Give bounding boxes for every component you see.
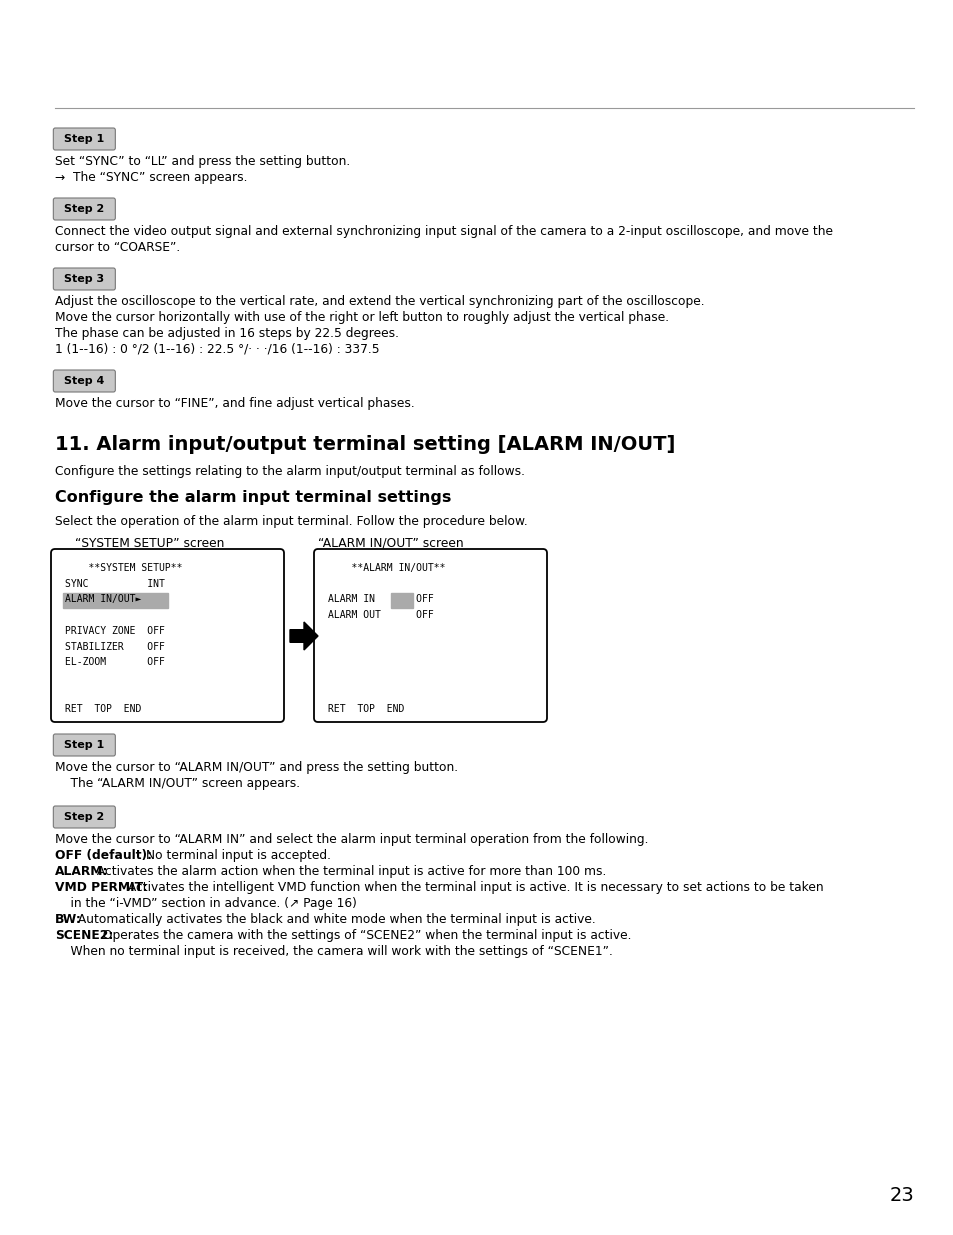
Text: Configure the settings relating to the alarm input/output terminal as follows.: Configure the settings relating to the a… [55, 466, 525, 478]
Text: cursor to “COARSE”.: cursor to “COARSE”. [55, 241, 180, 254]
Text: Activates the alarm action when the terminal input is active for more than 100 m: Activates the alarm action when the term… [92, 864, 605, 878]
Text: Connect the video output signal and external synchronizing input signal of the c: Connect the video output signal and exte… [55, 225, 833, 238]
Text: The phase can be adjusted in 16 steps by 22.5 degrees.: The phase can be adjusted in 16 steps by… [55, 327, 399, 340]
Text: ALARM IN       OFF: ALARM IN OFF [328, 594, 434, 604]
Text: →  The “SYNC” screen appears.: → The “SYNC” screen appears. [55, 170, 248, 184]
Text: Step 2: Step 2 [64, 811, 104, 823]
Text: Adjust the oscilloscope to the vertical rate, and extend the vertical synchroniz: Adjust the oscilloscope to the vertical … [55, 295, 704, 308]
Text: Set “SYNC” to “LL” and press the setting button.: Set “SYNC” to “LL” and press the setting… [55, 156, 350, 168]
Text: Step 4: Step 4 [64, 375, 105, 387]
Text: No terminal input is accepted.: No terminal input is accepted. [142, 848, 331, 862]
Text: EL-ZOOM       OFF: EL-ZOOM OFF [65, 657, 165, 667]
Text: **ALARM IN/OUT**: **ALARM IN/OUT** [328, 563, 445, 573]
FancyBboxPatch shape [314, 550, 546, 722]
Text: The “ALARM IN/OUT” screen appears.: The “ALARM IN/OUT” screen appears. [55, 777, 300, 790]
Text: Step 1: Step 1 [64, 740, 104, 750]
Text: RET  TOP  END: RET TOP END [328, 704, 404, 714]
Text: Select the operation of the alarm input terminal. Follow the procedure below.: Select the operation of the alarm input … [55, 515, 528, 529]
Bar [63, 594, 168, 608]
FancyBboxPatch shape [53, 198, 115, 220]
Text: BW:: BW: [55, 913, 82, 926]
Text: Operates the camera with the settings of “SCENE2” when the terminal input is act: Operates the camera with the settings of… [98, 929, 631, 942]
Text: Move the cursor horizontally with use of the right or left button to roughly adj: Move the cursor horizontally with use of… [55, 311, 669, 324]
FancyBboxPatch shape [53, 128, 115, 149]
Text: **SYSTEM SETUP**: **SYSTEM SETUP** [65, 563, 182, 573]
Text: “SYSTEM SETUP” screen: “SYSTEM SETUP” screen [75, 537, 224, 550]
Text: Step 1: Step 1 [64, 135, 104, 144]
Text: Step 3: Step 3 [64, 274, 104, 284]
Text: OFF (default):: OFF (default): [55, 848, 152, 862]
Text: When no terminal input is received, the camera will work with the settings of “S: When no terminal input is received, the … [55, 945, 613, 958]
FancyBboxPatch shape [51, 550, 284, 722]
Text: SYNC          INT: SYNC INT [65, 579, 165, 589]
Bar [391, 594, 413, 608]
Text: ALARM OUT      OFF: ALARM OUT OFF [328, 610, 434, 620]
Text: 23: 23 [888, 1186, 913, 1205]
Text: Configure the alarm input terminal settings: Configure the alarm input terminal setti… [55, 490, 451, 505]
Text: 1 (1--16) : 0 °/2 (1--16) : 22.5 °/· · ·/16 (1--16) : 337.5: 1 (1--16) : 0 °/2 (1--16) : 22.5 °/· · ·… [55, 343, 379, 356]
FancyBboxPatch shape [53, 806, 115, 827]
Polygon shape [290, 622, 317, 650]
FancyBboxPatch shape [53, 268, 115, 290]
Text: in the “i-VMD” section in advance. (↗ Page 16): in the “i-VMD” section in advance. (↗ Pa… [55, 897, 356, 910]
Text: 11. Alarm input/output terminal setting [ALARM IN/OUT]: 11. Alarm input/output terminal setting … [55, 435, 675, 454]
Text: Move the cursor to “ALARM IN” and select the alarm input terminal operation from: Move the cursor to “ALARM IN” and select… [55, 832, 648, 846]
Text: PRIVACY ZONE  OFF: PRIVACY ZONE OFF [65, 626, 165, 636]
Text: Move the cursor to “FINE”, and fine adjust vertical phases.: Move the cursor to “FINE”, and fine adju… [55, 396, 415, 410]
Text: VMD PERMIT:: VMD PERMIT: [55, 881, 148, 894]
Text: ALARM:: ALARM: [55, 864, 109, 878]
Text: Activates the intelligent VMD function when the terminal input is active. It is : Activates the intelligent VMD function w… [123, 881, 822, 894]
Text: RET  TOP  END: RET TOP END [65, 704, 141, 714]
Text: Step 2: Step 2 [64, 204, 104, 214]
Text: STABILIZER    OFF: STABILIZER OFF [65, 641, 165, 652]
Text: Move the cursor to “ALARM IN/OUT” and press the setting button.: Move the cursor to “ALARM IN/OUT” and pr… [55, 761, 458, 774]
FancyBboxPatch shape [53, 734, 115, 756]
Text: SCENE2:: SCENE2: [55, 929, 113, 942]
FancyBboxPatch shape [53, 370, 115, 391]
Text: ALARM IN/OUT►: ALARM IN/OUT► [65, 594, 141, 604]
Text: “ALARM IN/OUT” screen: “ALARM IN/OUT” screen [317, 537, 463, 550]
Text: Automatically activates the black and white mode when the terminal input is acti: Automatically activates the black and wh… [73, 913, 595, 926]
